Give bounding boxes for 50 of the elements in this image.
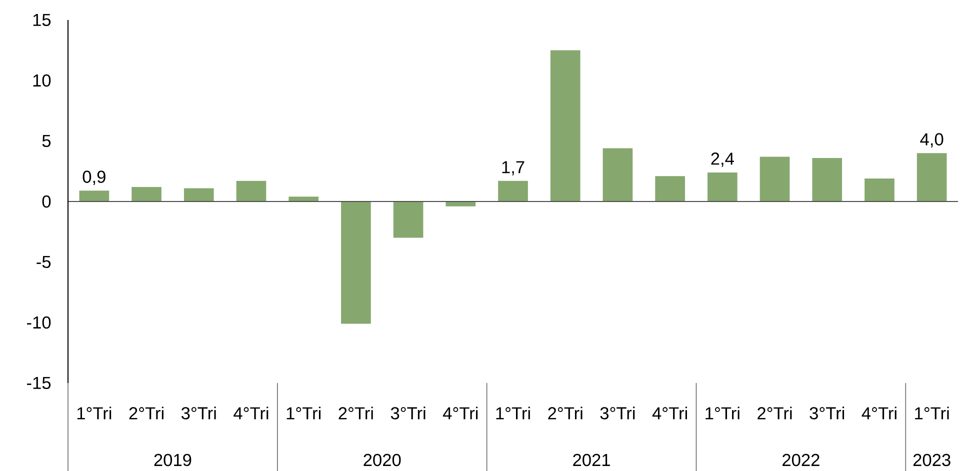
x-tick-label: 2°Tri xyxy=(129,406,164,420)
y-tick-label: -10 xyxy=(27,316,51,329)
x-tick-label: 2°Tri xyxy=(548,406,582,420)
bar xyxy=(760,156,790,202)
bar xyxy=(655,176,685,202)
bar xyxy=(864,178,894,202)
x-tick-label: 4°Tri xyxy=(234,406,268,420)
x-tick-label: 1°Tri xyxy=(286,406,320,420)
bar xyxy=(79,190,110,202)
bar xyxy=(236,180,266,202)
bar xyxy=(446,202,476,206)
bar xyxy=(498,180,528,202)
x-tick-label: 1°Tri xyxy=(706,406,740,420)
bar xyxy=(132,186,162,202)
text: 2023 xyxy=(913,454,950,466)
x-tick-label: 4°Tri xyxy=(652,406,687,420)
text: 2019 xyxy=(154,454,192,466)
bar xyxy=(393,202,424,238)
y-tick-label: 10 xyxy=(33,74,51,87)
x-tick-label: 1°Tri xyxy=(915,406,949,420)
bar xyxy=(550,50,580,202)
data-label: 0,9 xyxy=(82,170,106,186)
bar xyxy=(602,148,633,202)
data-label: 2,4 xyxy=(711,152,734,167)
x-tick-label: 1°Tri xyxy=(77,406,112,420)
bar xyxy=(341,202,371,324)
x-tick-label: 3°Tri xyxy=(810,406,844,420)
bar xyxy=(184,188,214,202)
x-tick-label: 2°Tri xyxy=(338,406,373,420)
y-tick-label: 0 xyxy=(42,195,51,208)
text: 2021 xyxy=(573,454,610,466)
bar xyxy=(288,196,319,202)
x-tick-label: 4°Tri xyxy=(862,406,896,420)
bar xyxy=(812,158,842,202)
x-tick-label: 3°Tri xyxy=(390,406,426,420)
data-label: 4,0 xyxy=(920,133,944,148)
x-tick-label: 3°Tri xyxy=(181,406,216,420)
data-label: 1,7 xyxy=(502,161,524,176)
y-tick-label: 5 xyxy=(42,134,51,148)
text: 2020 xyxy=(364,454,401,466)
x-tick-label: 1°Tri xyxy=(496,406,530,420)
y-tick-label: 15 xyxy=(33,14,51,26)
text: 2022 xyxy=(782,454,820,466)
bar xyxy=(708,172,738,202)
x-tick-label: 2°Tri xyxy=(758,406,792,420)
x-tick-label: 3°Tri xyxy=(600,406,635,420)
x-tick-label: 4°Tri xyxy=(442,406,478,420)
bar xyxy=(916,153,947,202)
y-tick-label: -5 xyxy=(36,256,51,268)
y-tick-label: -15 xyxy=(27,376,51,390)
